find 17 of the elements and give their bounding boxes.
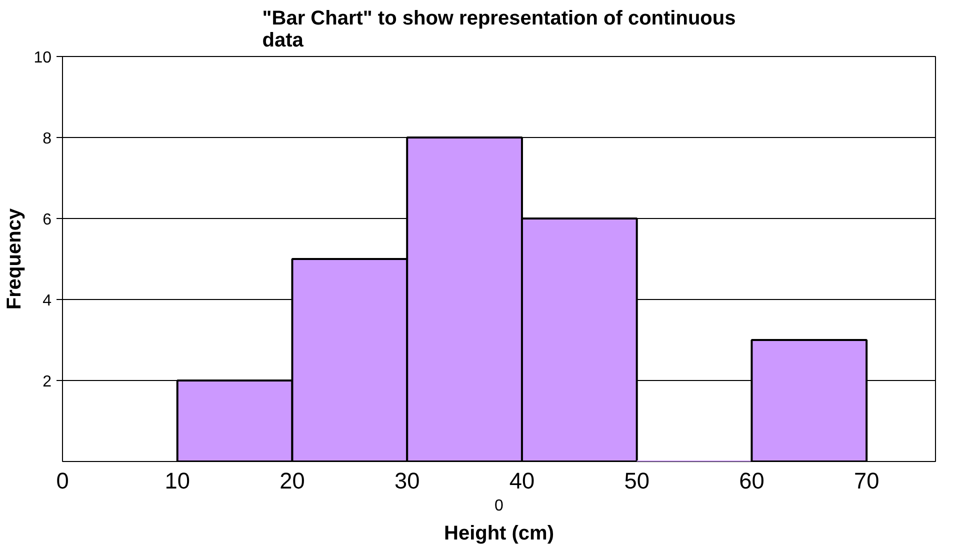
x-tick-label: 50 <box>624 468 650 494</box>
y-tick-label: 8 <box>42 130 52 148</box>
chart-title: "Bar Chart" to show representation of continuous data <box>262 8 736 52</box>
x-tick-label: 30 <box>394 468 420 494</box>
x-tick-label: 0 <box>56 468 69 494</box>
x-tick-label: 70 <box>854 468 880 494</box>
y-tick-label: 4 <box>42 292 52 310</box>
y-tick-label: 6 <box>42 212 52 228</box>
y-tick-label: 2 <box>42 374 52 390</box>
text: 0 <box>494 498 504 514</box>
x-axis-title: Height (cm) <box>444 522 554 544</box>
x-tick-label: 20 <box>280 468 305 494</box>
y-axis-title: Frequency <box>4 208 26 310</box>
x-tick-label: 40 <box>509 468 535 494</box>
x-tick-label: 10 <box>164 468 190 494</box>
y-tick-label: 10 <box>34 50 52 66</box>
x-tick-label: 60 <box>739 468 764 494</box>
